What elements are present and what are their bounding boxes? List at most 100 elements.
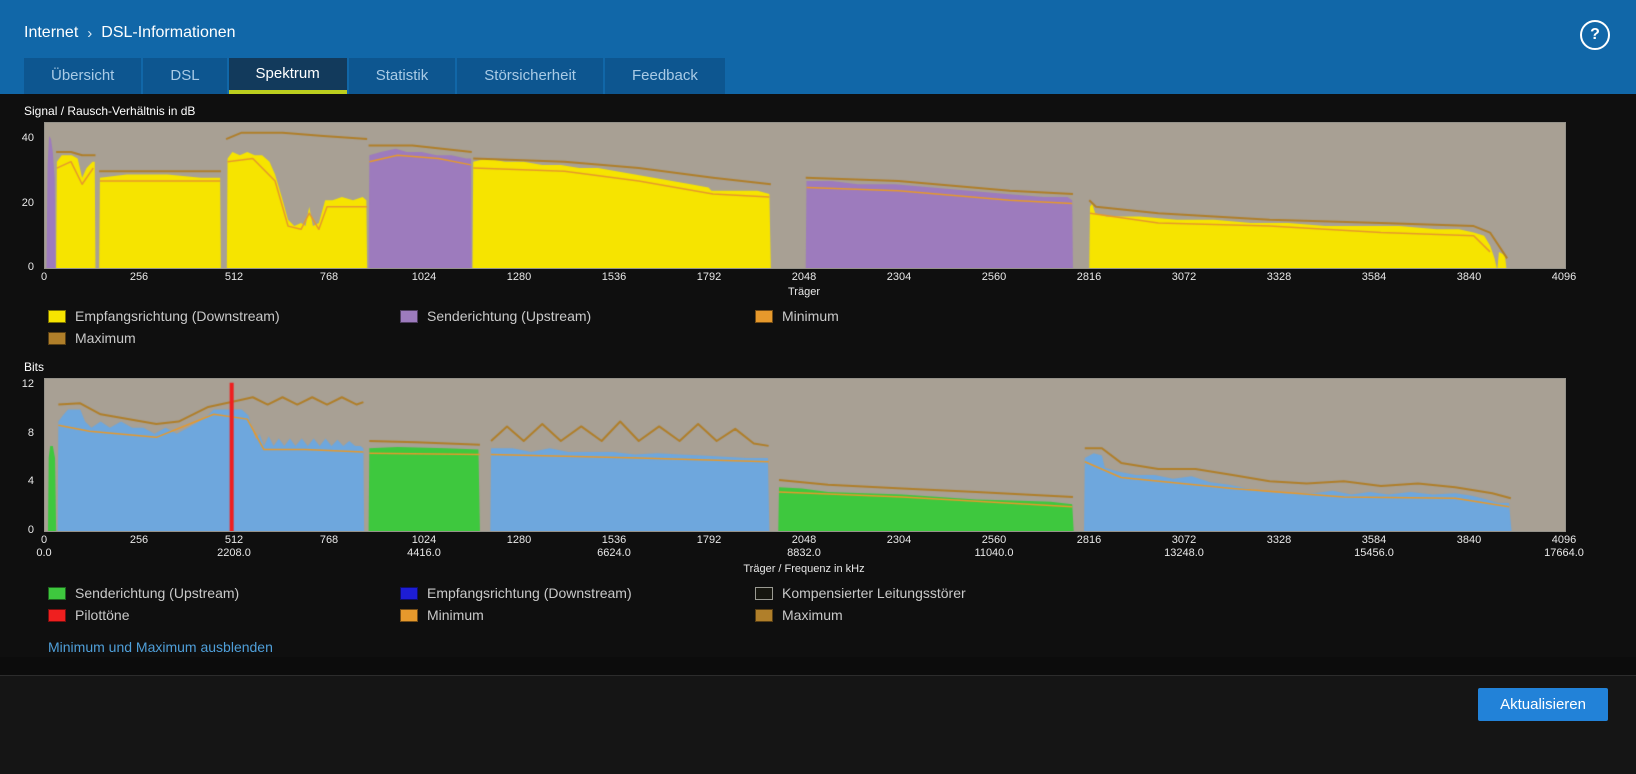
legend-swatch-pilottoene	[48, 608, 66, 622]
axis-tick-label: 1024	[411, 271, 437, 283]
axis-tick-label: 0	[40, 271, 48, 283]
snr-y-axis: 0 20 40	[2, 122, 38, 273]
legend-label: Kompensierter Leitungsstörer	[782, 585, 966, 601]
bits-y-axis: 0 4 8 12	[2, 378, 38, 536]
axis-tick-label: 1792	[696, 534, 722, 546]
axis-tick-label: 0.0	[36, 547, 52, 559]
axis-tick-label: 2816	[1076, 534, 1102, 546]
axis-tick-label: 3584	[1361, 534, 1387, 546]
legend-swatch-maximum	[755, 608, 773, 622]
axis-tick-label: 2304	[886, 271, 912, 283]
footer-bar: Aktualisieren	[0, 675, 1636, 774]
axis-tick-label: 1280	[506, 534, 532, 546]
axis-tick-label: 0	[40, 534, 48, 546]
bits-chart-canvas	[44, 378, 1566, 532]
axis-tick-label: 15456.0	[1354, 547, 1394, 559]
legend-item: Maximum	[48, 330, 400, 346]
axis-tick-label: 3328	[1266, 271, 1292, 283]
axis-tick-label: 2048	[791, 271, 817, 283]
breadcrumb: Internet › DSL-Informationen	[24, 24, 236, 42]
legend-item: Maximum	[755, 607, 1636, 623]
legend-label: Maximum	[75, 330, 136, 346]
legend-item: Minimum	[755, 308, 1636, 324]
header-bar: Internet › DSL-Informationen ? Übersicht…	[0, 0, 1636, 94]
legend-swatch-maximum	[48, 331, 66, 345]
axis-tick-label: 1536	[601, 271, 627, 283]
axis-tick-label: 1024	[411, 534, 437, 546]
axis-tick-label: 2560	[981, 534, 1007, 546]
axis-tick-label: 4096	[1551, 534, 1577, 546]
axis-tick-label: 256	[129, 271, 149, 283]
axis-tick-label: 3328	[1266, 534, 1292, 546]
axis-tick-label: 3840	[1456, 534, 1482, 546]
axis-tick-label: 3840	[1456, 271, 1482, 283]
axis-tick-label: 11040.0	[974, 547, 1014, 559]
axis-tick-label: 1536	[601, 534, 627, 546]
legend-swatch-kompensierter	[755, 586, 773, 600]
axis-tick-label: 4096	[1551, 271, 1577, 283]
legend-label: Minimum	[427, 607, 484, 623]
tab-stoersicherheit[interactable]: Störsicherheit	[457, 58, 603, 94]
axis-tick-label: 2304	[886, 534, 912, 546]
axis-tick-label: 13248.0	[1164, 547, 1204, 559]
tab-statistik[interactable]: Statistik	[348, 58, 456, 94]
axis-tick-label: 3584	[1361, 271, 1387, 283]
bits-chart: 0 4 8 12 0 256 512 768 1024 1280 1536 1792 2048 2304…	[22, 378, 1584, 577]
legend-item: Senderichtung (Upstream)	[400, 308, 755, 324]
bits-x-caption: Träger / Frequenz in kHz	[743, 563, 865, 575]
axis-tick-label: 8	[27, 426, 34, 439]
legend-item: Pilottöne	[48, 607, 400, 623]
axis-tick-label: 512	[224, 271, 244, 283]
axis-tick-label: 4	[27, 475, 34, 488]
legend-label: Empfangsrichtung (Downstream)	[427, 585, 632, 601]
tab-feedback[interactable]: Feedback	[604, 58, 725, 94]
axis-tick-label: 768	[319, 271, 339, 283]
snr-plot: 0 20 40	[22, 122, 1566, 273]
refresh-button[interactable]: Aktualisieren	[1478, 688, 1608, 721]
axis-tick-label: 6624.0	[597, 547, 631, 559]
snr-chart-canvas	[44, 122, 1566, 269]
snr-chart: 0 20 40 0 256 512 768 1024 1280 1536 1792 2048 2304…	[22, 122, 1576, 300]
axis-tick-label: 20	[21, 196, 34, 209]
axis-tick-label: 512	[224, 534, 244, 546]
tab-uebersicht[interactable]: Übersicht	[24, 58, 142, 94]
axis-tick-label: 768	[319, 534, 339, 546]
legend-label: Senderichtung (Upstream)	[75, 585, 240, 601]
tab-bar: Übersicht DSL Spektrum Statistik Störsic…	[24, 58, 725, 94]
legend-item: Minimum	[400, 607, 755, 623]
legend-label: Minimum	[782, 308, 839, 324]
legend-label: Maximum	[782, 607, 843, 623]
axis-tick-label: 12	[21, 378, 34, 391]
legend-swatch-upstream	[48, 586, 66, 600]
axis-tick-label: 1792	[696, 271, 722, 283]
legend-swatch-downstream	[400, 586, 418, 600]
tab-dsl[interactable]: DSL	[143, 58, 227, 94]
axis-tick-label: 40	[21, 132, 34, 145]
axis-tick-label: 0	[27, 261, 34, 273]
legend-swatch-minimum	[755, 309, 773, 323]
legend-item: Kompensierter Leitungsstörer	[755, 585, 1636, 601]
legend-item: Empfangsrichtung (Downstream)	[400, 585, 755, 601]
axis-tick-label: 0	[27, 524, 34, 536]
legend-swatch-downstream	[48, 309, 66, 323]
legend-label: Senderichtung (Upstream)	[427, 308, 592, 324]
help-icon[interactable]: ?	[1580, 20, 1610, 50]
page-title: DSL-Informationen	[101, 24, 236, 41]
legend-label: Empfangsrichtung (Downstream)	[75, 308, 280, 324]
axis-tick-label: 3072	[1171, 534, 1197, 546]
legend-item: Senderichtung (Upstream)	[48, 585, 400, 601]
axis-tick-label: 2208.0	[217, 547, 251, 559]
bits-legend: Senderichtung (Upstream) Empfangsrichtun…	[48, 585, 1636, 623]
tab-spektrum[interactable]: Spektrum	[228, 58, 347, 94]
main-content: Signal / Rausch-Verhältnis in dB 0 20 40 0…	[0, 94, 1636, 657]
axis-tick-label: 8832.0	[787, 547, 821, 559]
breadcrumb-section[interactable]: Internet	[24, 24, 79, 41]
snr-x-axis: 0 256 512 768 1024 1280 1536 1792 2048 2304 2560 28…	[40, 269, 1576, 284]
legend-item: Empfangsrichtung (Downstream)	[48, 308, 400, 324]
legend-swatch-upstream	[400, 309, 418, 323]
hide-min-max-link[interactable]: Minimum und Maximum ausblenden	[48, 639, 273, 655]
legend-swatch-minimum	[400, 608, 418, 622]
axis-tick-label: 4416.0	[407, 547, 441, 559]
axis-tick-label: 2560	[981, 271, 1007, 283]
bits-chart-title: Bits	[24, 360, 45, 374]
